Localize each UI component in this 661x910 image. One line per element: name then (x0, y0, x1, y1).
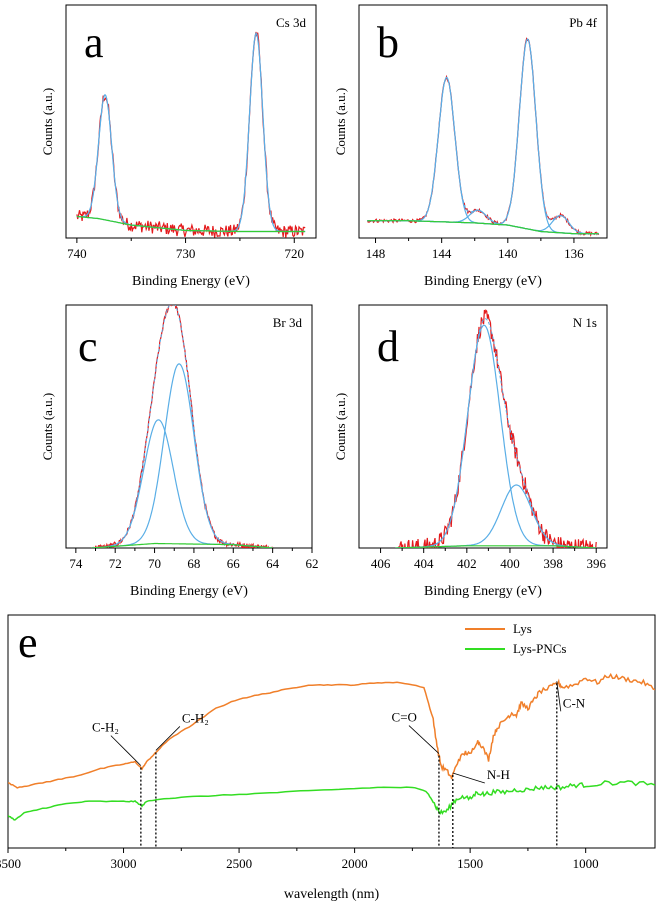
annotation-label-1: C-H₂ (182, 710, 209, 725)
annotation-arrow-1 (155, 726, 181, 751)
annotation-arrow-4 (556, 681, 562, 712)
series-fit-envelope-b (367, 38, 599, 235)
series-background-a (76, 215, 306, 233)
x-tick-label-c-3: 68 (187, 556, 200, 571)
axes-e (7, 614, 656, 849)
legend-label-lys: Lys (513, 621, 532, 636)
x-tick-label-e-0: 3500 (0, 856, 21, 871)
axes-c (65, 304, 313, 549)
x-tick-label-b-3: 136 (564, 246, 584, 261)
x-tick-label-c-1: 72 (109, 556, 122, 571)
panel-letter-b: b (377, 18, 399, 67)
x-axis-label-b: Binding Energy (eV) (424, 274, 542, 289)
x-axis-label-a: Binding Energy (eV) (132, 274, 250, 289)
x-tick-label-c-6: 62 (306, 556, 319, 571)
axes-b (358, 4, 608, 239)
panel-title-c: Br 3d (273, 315, 303, 330)
x-tick-label-d-2: 402 (457, 556, 477, 571)
x-tick-label-e-1: 3000 (111, 856, 137, 871)
axes-a (65, 4, 317, 239)
panel-title-b: Pb 4f (569, 15, 597, 30)
x-tick-label-d-4: 398 (543, 556, 563, 571)
x-axis-label-d: Binding Energy (eV) (424, 584, 542, 599)
panel-letter-c: c (78, 322, 98, 371)
series-fit-component-d-0 (395, 324, 597, 548)
series-raw-c (91, 305, 274, 548)
y-axis-label-d: Counts (a.u.) (333, 393, 348, 461)
y-axis-label-a: Counts (a.u.) (40, 88, 55, 156)
series-background-b (367, 220, 599, 235)
x-tick-label-d-3: 400 (500, 556, 520, 571)
plot-area-e (8, 672, 655, 821)
panel-title-a: Cs 3d (276, 15, 306, 30)
x-tick-label-b-0: 148 (366, 246, 386, 261)
axes-frame-e (7, 614, 656, 849)
series-fit-component-c-1 (91, 363, 273, 548)
series-line-lys-pncs (8, 780, 655, 821)
axes-frame-c (65, 304, 313, 549)
series-fit-envelope-d (395, 318, 597, 548)
series-background-d (395, 545, 597, 548)
annotation-arrow-0 (110, 735, 142, 766)
x-tick-label-c-4: 66 (227, 556, 241, 571)
series-fit-component-d-1 (395, 484, 597, 548)
legend-label-lys-pncs: Lys-PNCs (513, 641, 566, 656)
panel-letter-d: d (377, 322, 399, 371)
x-tick-label-d-0: 406 (371, 556, 391, 571)
series-background-c (91, 542, 273, 548)
x-tick-label-c-5: 64 (266, 556, 280, 571)
series-fit-component-b-2 (367, 38, 599, 235)
axes-frame-b (358, 4, 608, 239)
axes-d (358, 304, 608, 549)
series-fit-component-b-0 (367, 76, 599, 235)
series-raw-d (397, 309, 597, 548)
series-line-lys (8, 672, 655, 789)
y-axis-label-c: Counts (a.u.) (40, 393, 55, 461)
x-axis-label-e: wavelength (nm) (284, 887, 380, 902)
x-tick-label-a-0: 740 (67, 246, 87, 261)
axes-frame-d (358, 304, 608, 549)
panel-letter-e: e (18, 618, 38, 667)
annotation-label-4: C-N (563, 695, 586, 710)
axes-frame-a (65, 4, 317, 239)
x-tick-label-e-2: 2500 (226, 856, 252, 871)
x-tick-label-d-1: 404 (414, 556, 434, 571)
annotation-label-0: C-H₂ (92, 720, 119, 735)
y-axis-label-b: Counts (a.u.) (333, 88, 348, 156)
plot-area-d (395, 309, 597, 548)
x-tick-label-a-2: 720 (285, 246, 305, 261)
x-tick-label-a-1: 730 (176, 246, 196, 261)
x-tick-label-b-1: 144 (432, 246, 452, 261)
plot-area-b (367, 37, 600, 237)
annotation-label-2: C=O (392, 710, 417, 725)
x-tick-label-e-3: 2000 (342, 856, 368, 871)
annotation-arrow-2 (408, 725, 440, 754)
x-axis-label-c: Binding Energy (eV) (130, 584, 248, 599)
plot-area-a (76, 31, 306, 238)
annotation-arrow-3 (452, 772, 485, 784)
x-tick-label-b-2: 140 (498, 246, 518, 261)
panel-letter-a: a (84, 18, 104, 67)
x-tick-label-c-0: 74 (69, 556, 83, 571)
series-fit-component-c-0 (91, 419, 273, 548)
x-tick-label-c-2: 70 (148, 556, 161, 571)
annotation-label-3: N-H (487, 767, 510, 782)
plot-area-c (91, 305, 274, 548)
panel-title-d: N 1s (573, 315, 597, 330)
x-tick-label-d-5: 396 (586, 556, 606, 571)
x-tick-label-e-5: 1000 (573, 856, 599, 871)
series-raw-b (367, 37, 600, 237)
x-tick-label-e-4: 1500 (457, 856, 483, 871)
